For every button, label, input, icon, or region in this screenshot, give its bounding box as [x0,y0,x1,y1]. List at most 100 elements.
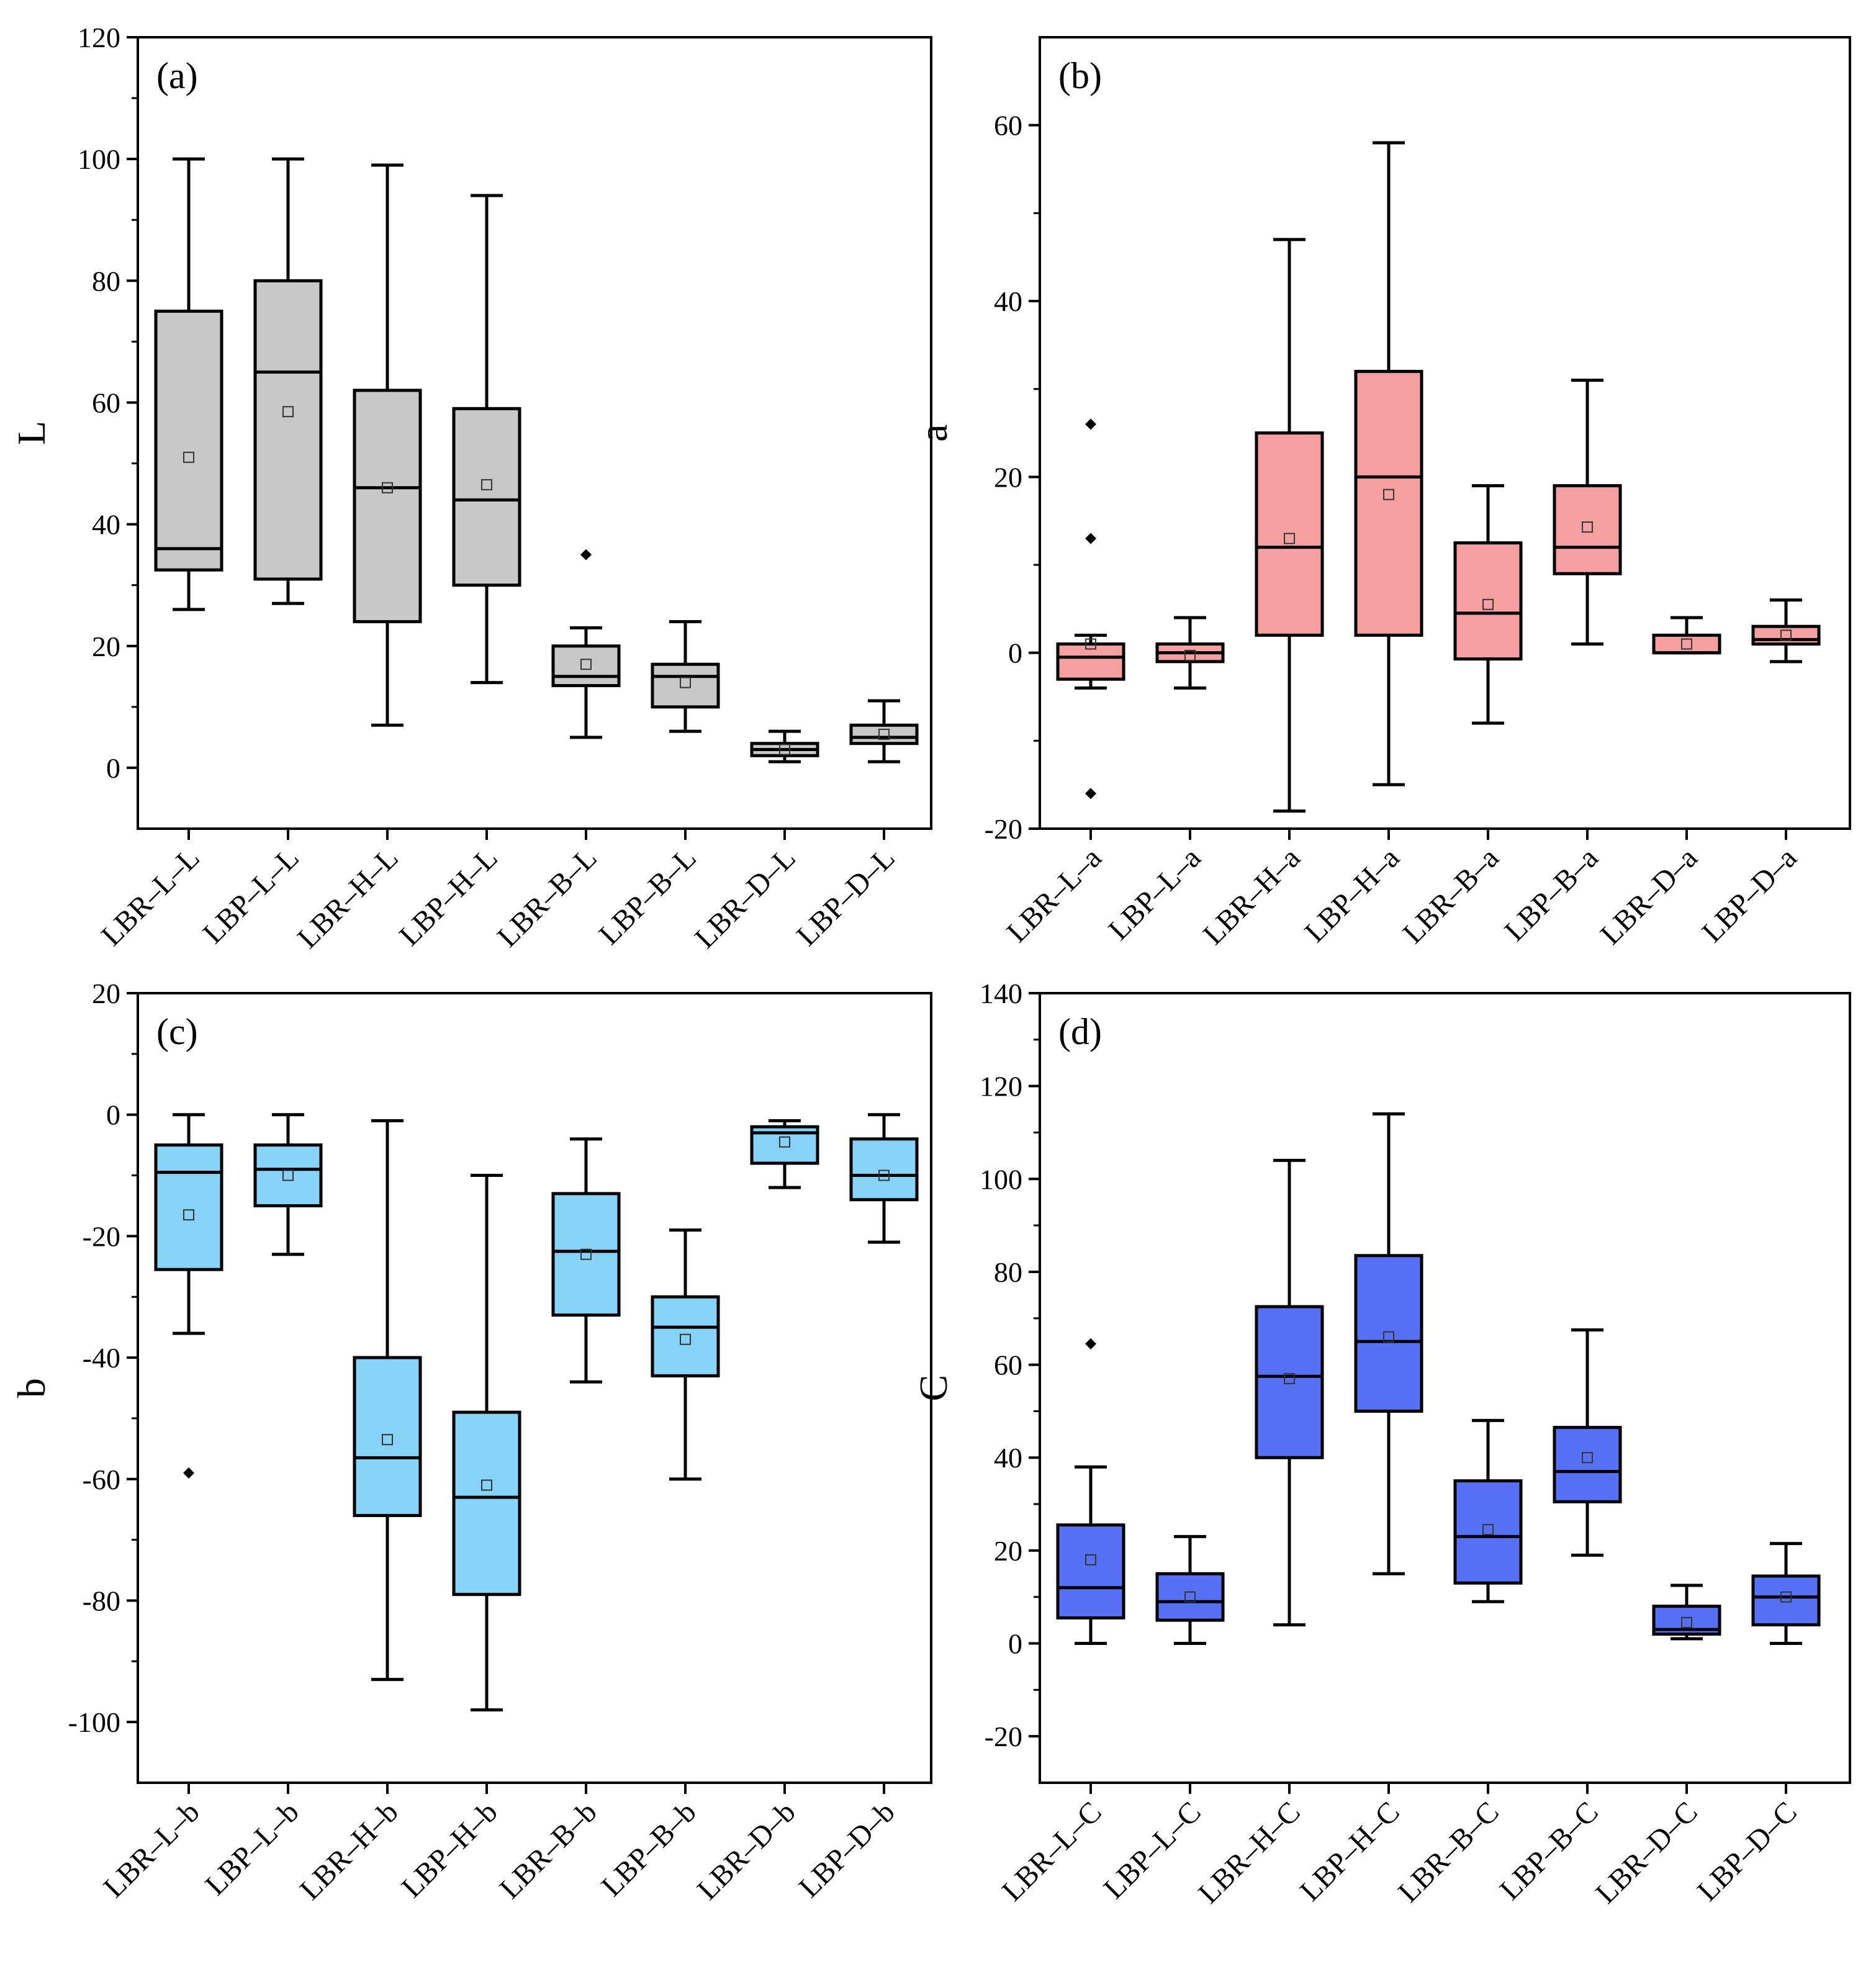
iqr-box [353,1356,422,1517]
category-label: LBP–L–C [1098,1795,1207,1905]
y-tick-label: 0 [1008,1628,1022,1660]
category-label: LBP–D–L [790,841,901,952]
mean-marker [878,1169,890,1181]
mean-marker [580,1248,592,1260]
mean-marker [183,451,194,463]
box-8: LBP–D–b [793,1113,919,1904]
category-label: LBP–D–a [1696,841,1803,948]
category-label: LBR–H–C [1192,1795,1307,1910]
category-label: LBR–D–C [1589,1795,1704,1910]
iqr-box [1652,633,1721,655]
box-7: LBR–D–a [1594,616,1721,951]
y-tick-label: 20 [994,461,1022,493]
iqr-box [651,662,720,709]
y-axis-label: C [911,1375,955,1402]
mean-marker [1284,533,1295,544]
iqr-box [551,1192,621,1317]
category-label: LBP–H–b [395,1795,504,1904]
outlier-point [1085,418,1096,430]
category-label: LBP–L–b [199,1795,305,1901]
box-8: LBP–D–C [1691,1542,1821,1908]
category-label: LBP–B–C [1494,1795,1605,1906]
y-tick-label: 100 [980,1163,1022,1195]
box-7: LBR–D–b [691,1119,819,1906]
mean-marker [1582,1452,1593,1464]
y-tick-label: 120 [78,22,120,53]
outlier-point [580,549,592,561]
category-label: LBR–L–C [996,1795,1108,1908]
mean-marker [779,744,790,755]
panel-label: (d) [1058,1011,1102,1052]
y-tick-label: 20 [92,978,120,1009]
box-8: LBP–D–L [790,699,919,952]
category-label: LBR–L–b [97,1795,206,1904]
mean-marker [779,1136,790,1148]
y-tick-label: 80 [92,265,120,297]
mean-marker [282,1169,294,1181]
box-1: LBR–L–C [996,1338,1125,1908]
iqr-box [1453,541,1523,661]
category-label: LBP–L–a [1102,841,1207,946]
y-tick-label: 60 [994,110,1022,142]
category-label: LBR–L–a [1001,841,1108,948]
iqr-box [1155,1572,1225,1622]
panel-label: (a) [156,55,198,96]
plot-frame [137,992,932,1784]
category-label: LBR–D–L [688,841,802,955]
category-label: LBR–H–L [291,841,405,955]
mean-marker [1284,1373,1295,1385]
mean-marker [282,406,294,418]
y-tick-label: 140 [980,978,1022,1009]
box-3: LBR–H–C [1192,1158,1324,1910]
iqr-box [1553,1426,1622,1503]
y-tick-label: 120 [980,1071,1022,1102]
box-3: LBR–H–a [1197,238,1324,951]
box-6: LBP–B–C [1494,1328,1622,1906]
iqr-box [849,723,919,746]
iqr-box [1553,484,1622,575]
mean-marker [481,1479,492,1491]
mean-marker [878,728,890,740]
mean-marker [1482,598,1494,610]
box-4: LBP–H–C [1294,1112,1423,1908]
iqr-box [253,1143,323,1207]
y-tick-label: 0 [1008,637,1022,669]
y-tick-label: 0 [106,752,120,784]
iqr-box [849,1137,919,1202]
iqr-box [1453,1479,1523,1585]
y-tick-label: 20 [92,631,120,662]
category-label: LBP–D–C [1691,1795,1803,1908]
mean-marker [1383,1331,1394,1343]
category-label: LBR–B–b [494,1795,603,1905]
iqr-box [1354,369,1423,637]
mean-marker [1780,629,1792,641]
box-5: LBR–B–L [491,549,621,953]
mean-marker [580,659,592,670]
chart-panel-3: -100-80-60-40-20020b(c)LBR–L–bLBP–L–bLBR… [9,978,932,1906]
iqr-box [1751,1574,1821,1627]
y-tick-label: 40 [994,286,1022,317]
y-tick-label: 60 [92,387,120,418]
box-4: LBP–H–b [395,1174,521,1904]
panel-label: (b) [1058,55,1102,96]
category-label: LBP–H–a [1299,841,1406,948]
y-tick-label: 100 [78,143,120,175]
iqr-box [452,1410,521,1597]
category-label: LBR–H–b [294,1795,405,1906]
mean-marker [1482,1524,1494,1536]
category-label: LBR–B–L [491,841,603,953]
y-tick-label: 40 [92,509,120,541]
category-label: LBP–B–a [1498,841,1604,947]
iqr-box [1255,1305,1324,1459]
mean-marker [680,677,691,688]
y-axis-label: b [9,1378,53,1398]
y-tick-label: -60 [83,1464,120,1495]
box-6: LBP–B–b [595,1228,720,1903]
panel-label: (c) [156,1011,198,1052]
box-5: LBR–B–C [1392,1418,1523,1909]
y-tick-label: 0 [106,1099,120,1131]
category-label: LBR–D–a [1594,841,1704,951]
outlier-point [1085,533,1096,544]
plot-frame [137,36,932,830]
